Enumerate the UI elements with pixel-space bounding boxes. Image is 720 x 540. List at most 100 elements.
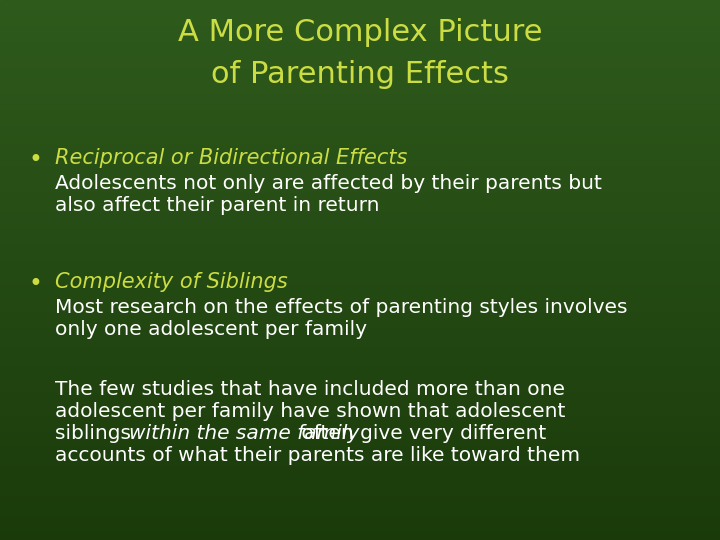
Bar — [0, 3, 720, 5]
Bar — [0, 132, 720, 135]
Bar — [0, 154, 720, 157]
Bar — [0, 294, 720, 297]
Bar — [0, 343, 720, 346]
Bar — [0, 364, 720, 367]
Bar — [0, 424, 720, 427]
Bar — [0, 140, 720, 143]
Bar — [0, 116, 720, 119]
Bar — [0, 289, 720, 292]
Bar — [0, 70, 720, 73]
Bar — [0, 408, 720, 410]
Bar — [0, 65, 720, 68]
Bar — [0, 22, 720, 24]
Bar — [0, 316, 720, 319]
Bar — [0, 84, 720, 86]
Bar — [0, 40, 720, 43]
Bar — [0, 381, 720, 383]
Bar — [0, 535, 720, 537]
Bar — [0, 78, 720, 81]
Bar — [0, 402, 720, 405]
Text: only one adolescent per family: only one adolescent per family — [55, 320, 367, 339]
Bar — [0, 173, 720, 176]
Bar — [0, 354, 720, 356]
Bar — [0, 211, 720, 213]
Bar — [0, 405, 720, 408]
Bar — [0, 208, 720, 211]
Bar — [0, 359, 720, 362]
Bar — [0, 397, 720, 400]
Bar — [0, 230, 720, 232]
Bar — [0, 302, 720, 305]
Bar — [0, 113, 720, 116]
Bar — [0, 394, 720, 397]
Bar — [0, 157, 720, 159]
Bar — [0, 491, 720, 494]
Bar — [0, 475, 720, 478]
Bar — [0, 213, 720, 216]
Bar — [0, 451, 720, 454]
Bar — [0, 259, 720, 262]
Bar — [0, 281, 720, 284]
Bar — [0, 297, 720, 300]
Bar — [0, 240, 720, 243]
Bar — [0, 24, 720, 27]
Bar — [0, 30, 720, 32]
Text: •: • — [28, 148, 42, 172]
Bar — [0, 508, 720, 510]
Bar — [0, 362, 720, 364]
Bar — [0, 321, 720, 324]
Bar — [0, 14, 720, 16]
Bar — [0, 92, 720, 94]
Bar — [0, 81, 720, 84]
Bar — [0, 205, 720, 208]
Bar — [0, 313, 720, 316]
Bar — [0, 275, 720, 278]
Bar — [0, 435, 720, 437]
Text: Reciprocal or Bidirectional Effects: Reciprocal or Bidirectional Effects — [55, 148, 408, 168]
Bar — [0, 324, 720, 327]
Bar — [0, 443, 720, 445]
Bar — [0, 292, 720, 294]
Bar — [0, 510, 720, 513]
Bar — [0, 124, 720, 127]
Bar — [0, 467, 720, 470]
Bar — [0, 246, 720, 248]
Bar — [0, 373, 720, 375]
Text: Most research on the effects of parenting styles involves: Most research on the effects of parentin… — [55, 298, 628, 317]
Bar — [0, 8, 720, 11]
Bar — [0, 267, 720, 270]
Bar — [0, 97, 720, 100]
Bar — [0, 159, 720, 162]
Bar — [0, 202, 720, 205]
Bar — [0, 418, 720, 421]
Bar — [0, 410, 720, 413]
Bar — [0, 184, 720, 186]
Bar — [0, 165, 720, 167]
Bar — [0, 497, 720, 500]
Bar — [0, 216, 720, 219]
Bar — [0, 305, 720, 308]
Bar — [0, 256, 720, 259]
Bar — [0, 35, 720, 38]
Bar — [0, 186, 720, 189]
Bar — [0, 486, 720, 489]
Bar — [0, 481, 720, 483]
Bar — [0, 375, 720, 378]
Bar — [0, 537, 720, 540]
Bar — [0, 148, 720, 151]
Text: Adolescents not only are affected by their parents but: Adolescents not only are affected by the… — [55, 174, 602, 193]
Bar — [0, 462, 720, 464]
Bar — [0, 329, 720, 332]
Bar — [0, 429, 720, 432]
Text: •: • — [28, 272, 42, 296]
Bar — [0, 494, 720, 497]
Bar — [0, 238, 720, 240]
Bar — [0, 119, 720, 122]
Bar — [0, 189, 720, 192]
Bar — [0, 483, 720, 486]
Bar — [0, 16, 720, 19]
Bar — [0, 338, 720, 340]
Bar — [0, 308, 720, 310]
Bar — [0, 456, 720, 459]
Bar — [0, 167, 720, 170]
